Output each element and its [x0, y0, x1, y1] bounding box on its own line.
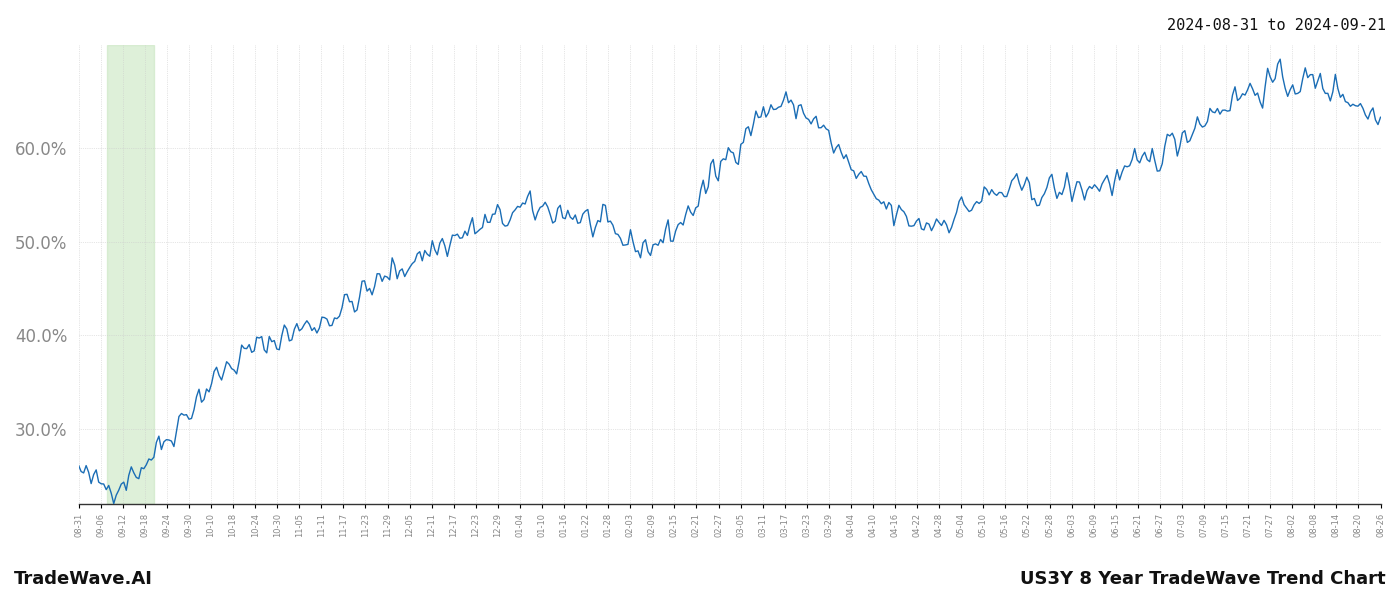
Text: US3Y 8 Year TradeWave Trend Chart: US3Y 8 Year TradeWave Trend Chart: [1021, 570, 1386, 588]
Bar: [108, 45, 154, 504]
Text: 2024-08-31 to 2024-09-21: 2024-08-31 to 2024-09-21: [1168, 18, 1386, 33]
Text: TradeWave.AI: TradeWave.AI: [14, 570, 153, 588]
